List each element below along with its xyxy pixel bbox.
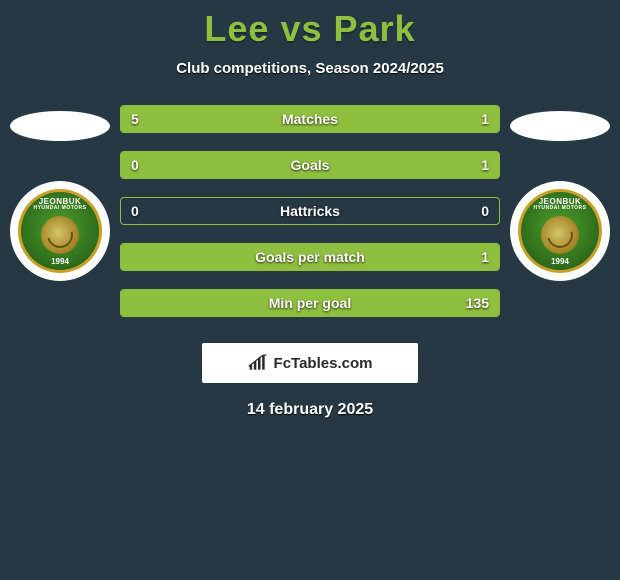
club-name-sub: HYUNDAI MOTORS <box>533 206 586 211</box>
stat-label: Hattricks <box>121 198 499 224</box>
stat-row: 51Matches <box>120 105 500 133</box>
stat-fill-right <box>185 152 499 178</box>
player-a-name: Lee <box>204 8 269 49</box>
stat-value-right: 0 <box>481 198 489 224</box>
player-a-column: JEONBUK HYUNDAI MOTORS 1994 <box>0 105 120 281</box>
comparison-area: JEONBUK HYUNDAI MOTORS 1994 JEONBUK HYUN… <box>0 105 620 325</box>
player-b-club-badge: JEONBUK HYUNDAI MOTORS 1994 <box>510 181 610 281</box>
club-swirl-icon <box>41 216 79 254</box>
club-badge-inner: JEONBUK HYUNDAI MOTORS 1994 <box>518 189 602 273</box>
player-b-name: Park <box>334 8 416 49</box>
stat-bars: 51Matches 01Goals 0 0Hattricks 1Goals per ma… <box>120 105 500 335</box>
club-year: 1994 <box>51 258 69 266</box>
club-swirl-icon <box>541 216 579 254</box>
snapshot-date: 14 february 2025 <box>0 401 620 419</box>
branding-badge: FcTables.com <box>202 343 418 383</box>
vs-text: vs <box>280 8 322 49</box>
stat-fill-left <box>121 152 185 178</box>
stat-fill-right <box>121 244 499 270</box>
player-b-column: JEONBUK HYUNDAI MOTORS 1994 <box>500 105 620 281</box>
comparison-title: Lee vs Park <box>0 0 620 50</box>
stat-value-left: 0 <box>131 198 139 224</box>
stat-fill-right <box>121 290 499 316</box>
club-name-sub: HYUNDAI MOTORS <box>33 206 86 211</box>
stat-row: 01Goals <box>120 151 500 179</box>
stat-row: 0 0Hattricks <box>120 197 500 225</box>
stat-row: 135Min per goal <box>120 289 500 317</box>
club-badge-inner: JEONBUK HYUNDAI MOTORS 1994 <box>18 189 102 273</box>
player-a-club-badge: JEONBUK HYUNDAI MOTORS 1994 <box>10 181 110 281</box>
branding-text: FcTables.com <box>274 355 373 372</box>
player-b-photo-placeholder <box>510 111 610 141</box>
player-a-photo-placeholder <box>10 111 110 141</box>
stat-fill-right <box>435 106 499 132</box>
stat-fill-left <box>121 106 435 132</box>
club-year: 1994 <box>551 258 569 266</box>
subtitle: Club competitions, Season 2024/2025 <box>0 60 620 77</box>
stat-row: 1Goals per match <box>120 243 500 271</box>
bar-chart-icon <box>248 354 268 372</box>
